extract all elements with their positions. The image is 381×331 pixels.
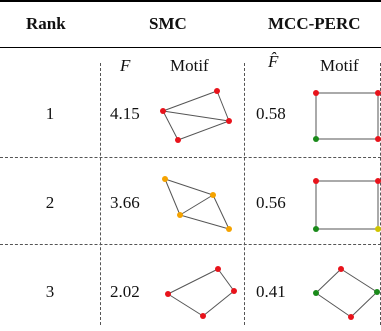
- column-separator: [100, 63, 101, 325]
- header-mcc-perc: MCC-PERC: [268, 14, 361, 33]
- row-divider: [0, 157, 381, 158]
- header-smc: SMC: [149, 14, 187, 33]
- row-divider: [0, 244, 381, 245]
- top-rule: [0, 0, 381, 2]
- smc-f-value: 4.15: [110, 104, 140, 123]
- smc-f-label: F: [120, 56, 131, 75]
- rank-cell: 2: [45, 193, 55, 212]
- column-separator: [244, 63, 245, 325]
- mcc-f-value: 0.41: [256, 282, 286, 301]
- rank-cell: 1: [45, 104, 55, 123]
- smc-f-value: 3.66: [110, 193, 140, 212]
- mcc-motif-label: Motif: [320, 56, 359, 75]
- mcc-f-hat-label: F̂: [268, 52, 279, 71]
- header-rank: Rank: [26, 14, 66, 33]
- header-rule: [0, 47, 381, 48]
- smc-motif-label: Motif: [170, 56, 209, 75]
- smc-f-value: 2.02: [110, 282, 140, 301]
- mcc-f-value: 0.58: [256, 104, 286, 123]
- mcc-f-value: 0.56: [256, 193, 286, 212]
- rank-cell: 3: [45, 282, 55, 301]
